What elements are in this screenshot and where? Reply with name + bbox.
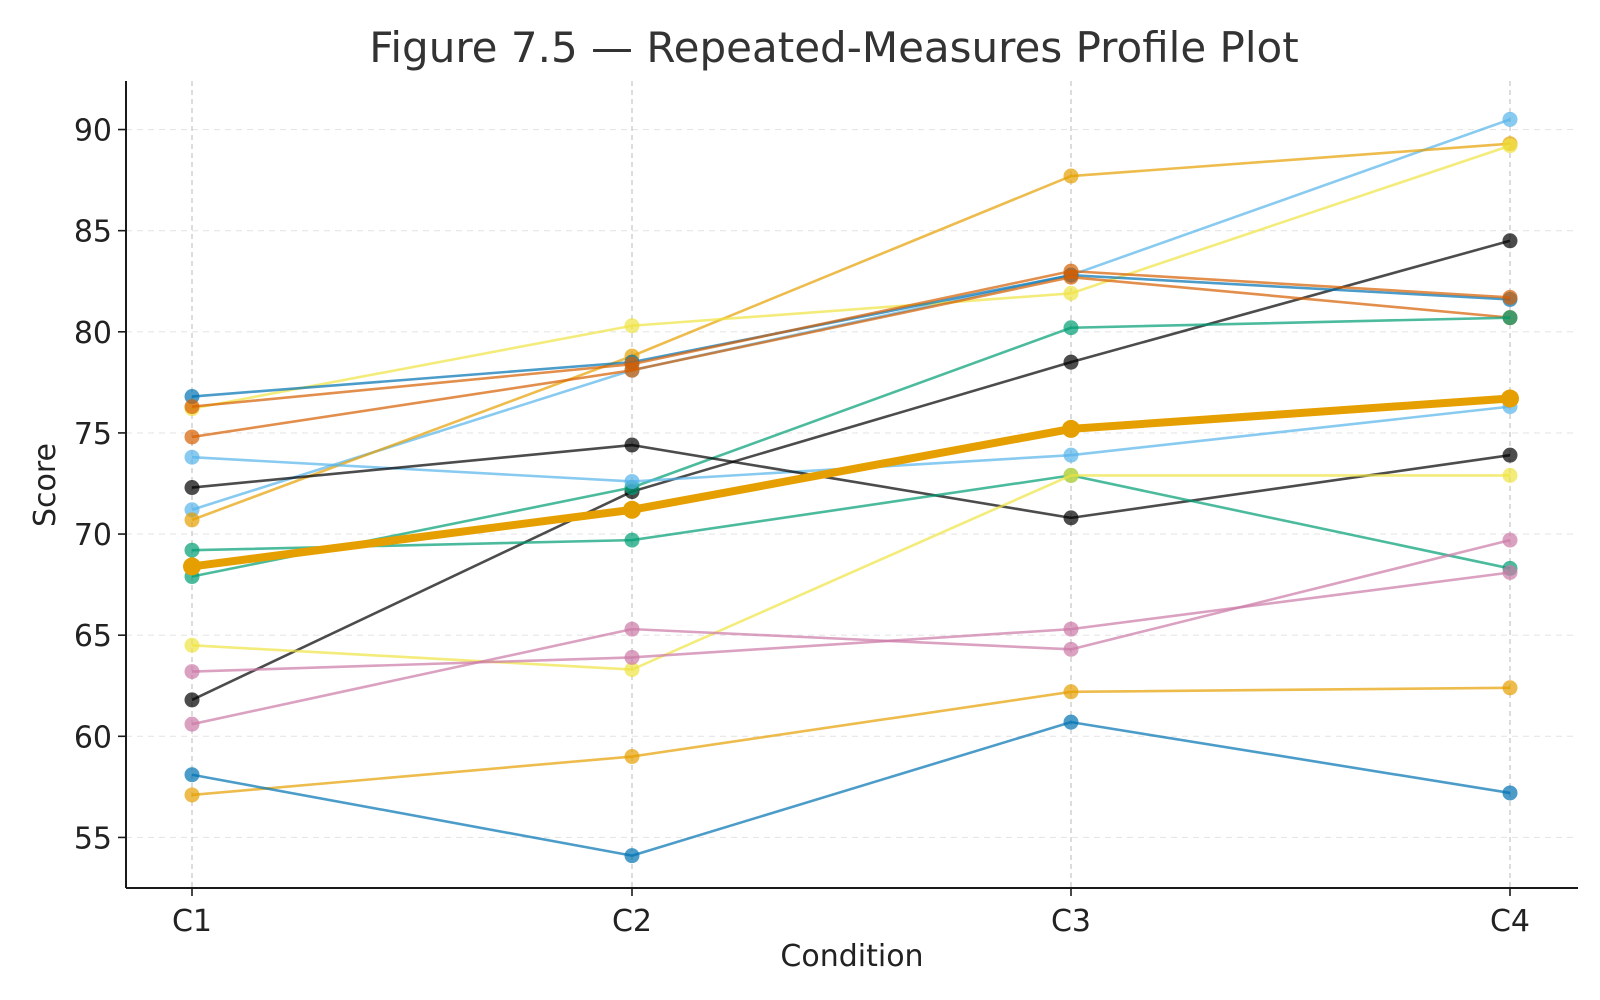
data-point [1063,320,1079,336]
data-point [624,437,640,453]
data-point [184,449,200,465]
subject-series [184,714,1518,864]
data-point [1502,532,1518,548]
series-line [191,474,1510,671]
data-point [184,767,200,783]
y-tick-label: 55 [74,821,112,856]
data-point [624,749,640,765]
data-point [1063,354,1079,370]
data-point [184,637,200,653]
series-line [191,720,1511,857]
subject-series [184,680,1518,803]
series-line [191,443,1511,520]
mean-point [183,557,201,576]
data-point [1063,714,1079,730]
series-line [191,142,1511,522]
data-point [184,399,200,415]
subject-series [184,233,1518,708]
data-point [1502,233,1518,249]
data-point [624,848,640,864]
x-ticks: C1 C2 C3 C4 [172,888,1530,939]
data-point [1502,467,1518,483]
data-point [184,664,200,680]
series-line [191,571,1511,673]
data-point [1502,680,1518,696]
data-point [624,649,640,665]
x-axis-label: Condition [780,939,923,974]
data-point [624,362,640,378]
data-point [1502,785,1518,801]
data-point [1063,285,1079,301]
data-point [1063,269,1079,285]
x-tick-label: C1 [172,904,212,939]
data-point [1502,447,1518,463]
data-point [624,532,640,548]
subject-series [184,263,1518,415]
data-point [1502,310,1518,326]
series-line [191,538,1511,726]
data-point [1063,621,1079,637]
series-line [191,474,1511,570]
data-point [1063,510,1079,526]
subject-series [184,267,1518,405]
data-point [1502,111,1518,127]
series-line [191,269,1511,408]
x-tick-label: C2 [612,904,652,939]
data-point [1063,641,1079,657]
chart-title: Figure 7.5 — Repeated-Measures Profile P… [369,23,1298,72]
data-point [1063,684,1079,700]
subject-series [184,111,1518,518]
subject-series [184,532,1518,732]
series-line [191,273,1511,398]
data-point [184,692,200,708]
subject-series [184,467,1518,678]
y-tick-label: 80 [74,316,112,351]
y-tick-label: 60 [74,720,112,755]
subject-series [184,269,1518,445]
series-line [191,118,1511,512]
series-line [191,239,1511,702]
y-axis-label: Score [28,443,63,527]
data-point [184,542,200,558]
series-line [191,275,1511,439]
data-point [624,621,640,637]
data-point [624,662,640,678]
data-point [184,512,200,528]
subject-series [184,467,1518,576]
mean-line [191,394,1511,571]
subject-series [184,437,1518,526]
data-point [1502,289,1518,305]
data-point [184,429,200,445]
series-lines [184,111,1518,864]
mean-point [1501,389,1519,408]
x-tick-label: C4 [1490,904,1530,939]
series-line [191,144,1511,410]
y-tick-label: 75 [74,417,112,452]
subject-series [184,564,1518,680]
mean-point [1062,419,1080,438]
series-line [191,316,1511,578]
series-line [191,686,1511,797]
y-tick-label: 90 [74,114,112,149]
data-point [1063,168,1079,184]
data-point [1502,564,1518,580]
data-point [624,318,640,334]
data-point [1502,138,1518,154]
y-tick-label: 70 [74,518,112,553]
x-tick-label: C3 [1051,904,1091,939]
mean-point [623,500,641,519]
subject-series [184,138,1518,417]
y-tick-label: 65 [74,619,112,654]
grid [126,81,1578,888]
y-tick-label: 85 [74,215,112,250]
data-point [184,716,200,732]
data-point [624,473,640,489]
data-point [184,480,200,496]
y-ticks: 55 60 65 70 75 80 85 90 [74,114,126,856]
data-point [1063,447,1079,463]
data-point [184,787,200,803]
mean-profile [183,389,1519,576]
data-point [1063,467,1079,483]
